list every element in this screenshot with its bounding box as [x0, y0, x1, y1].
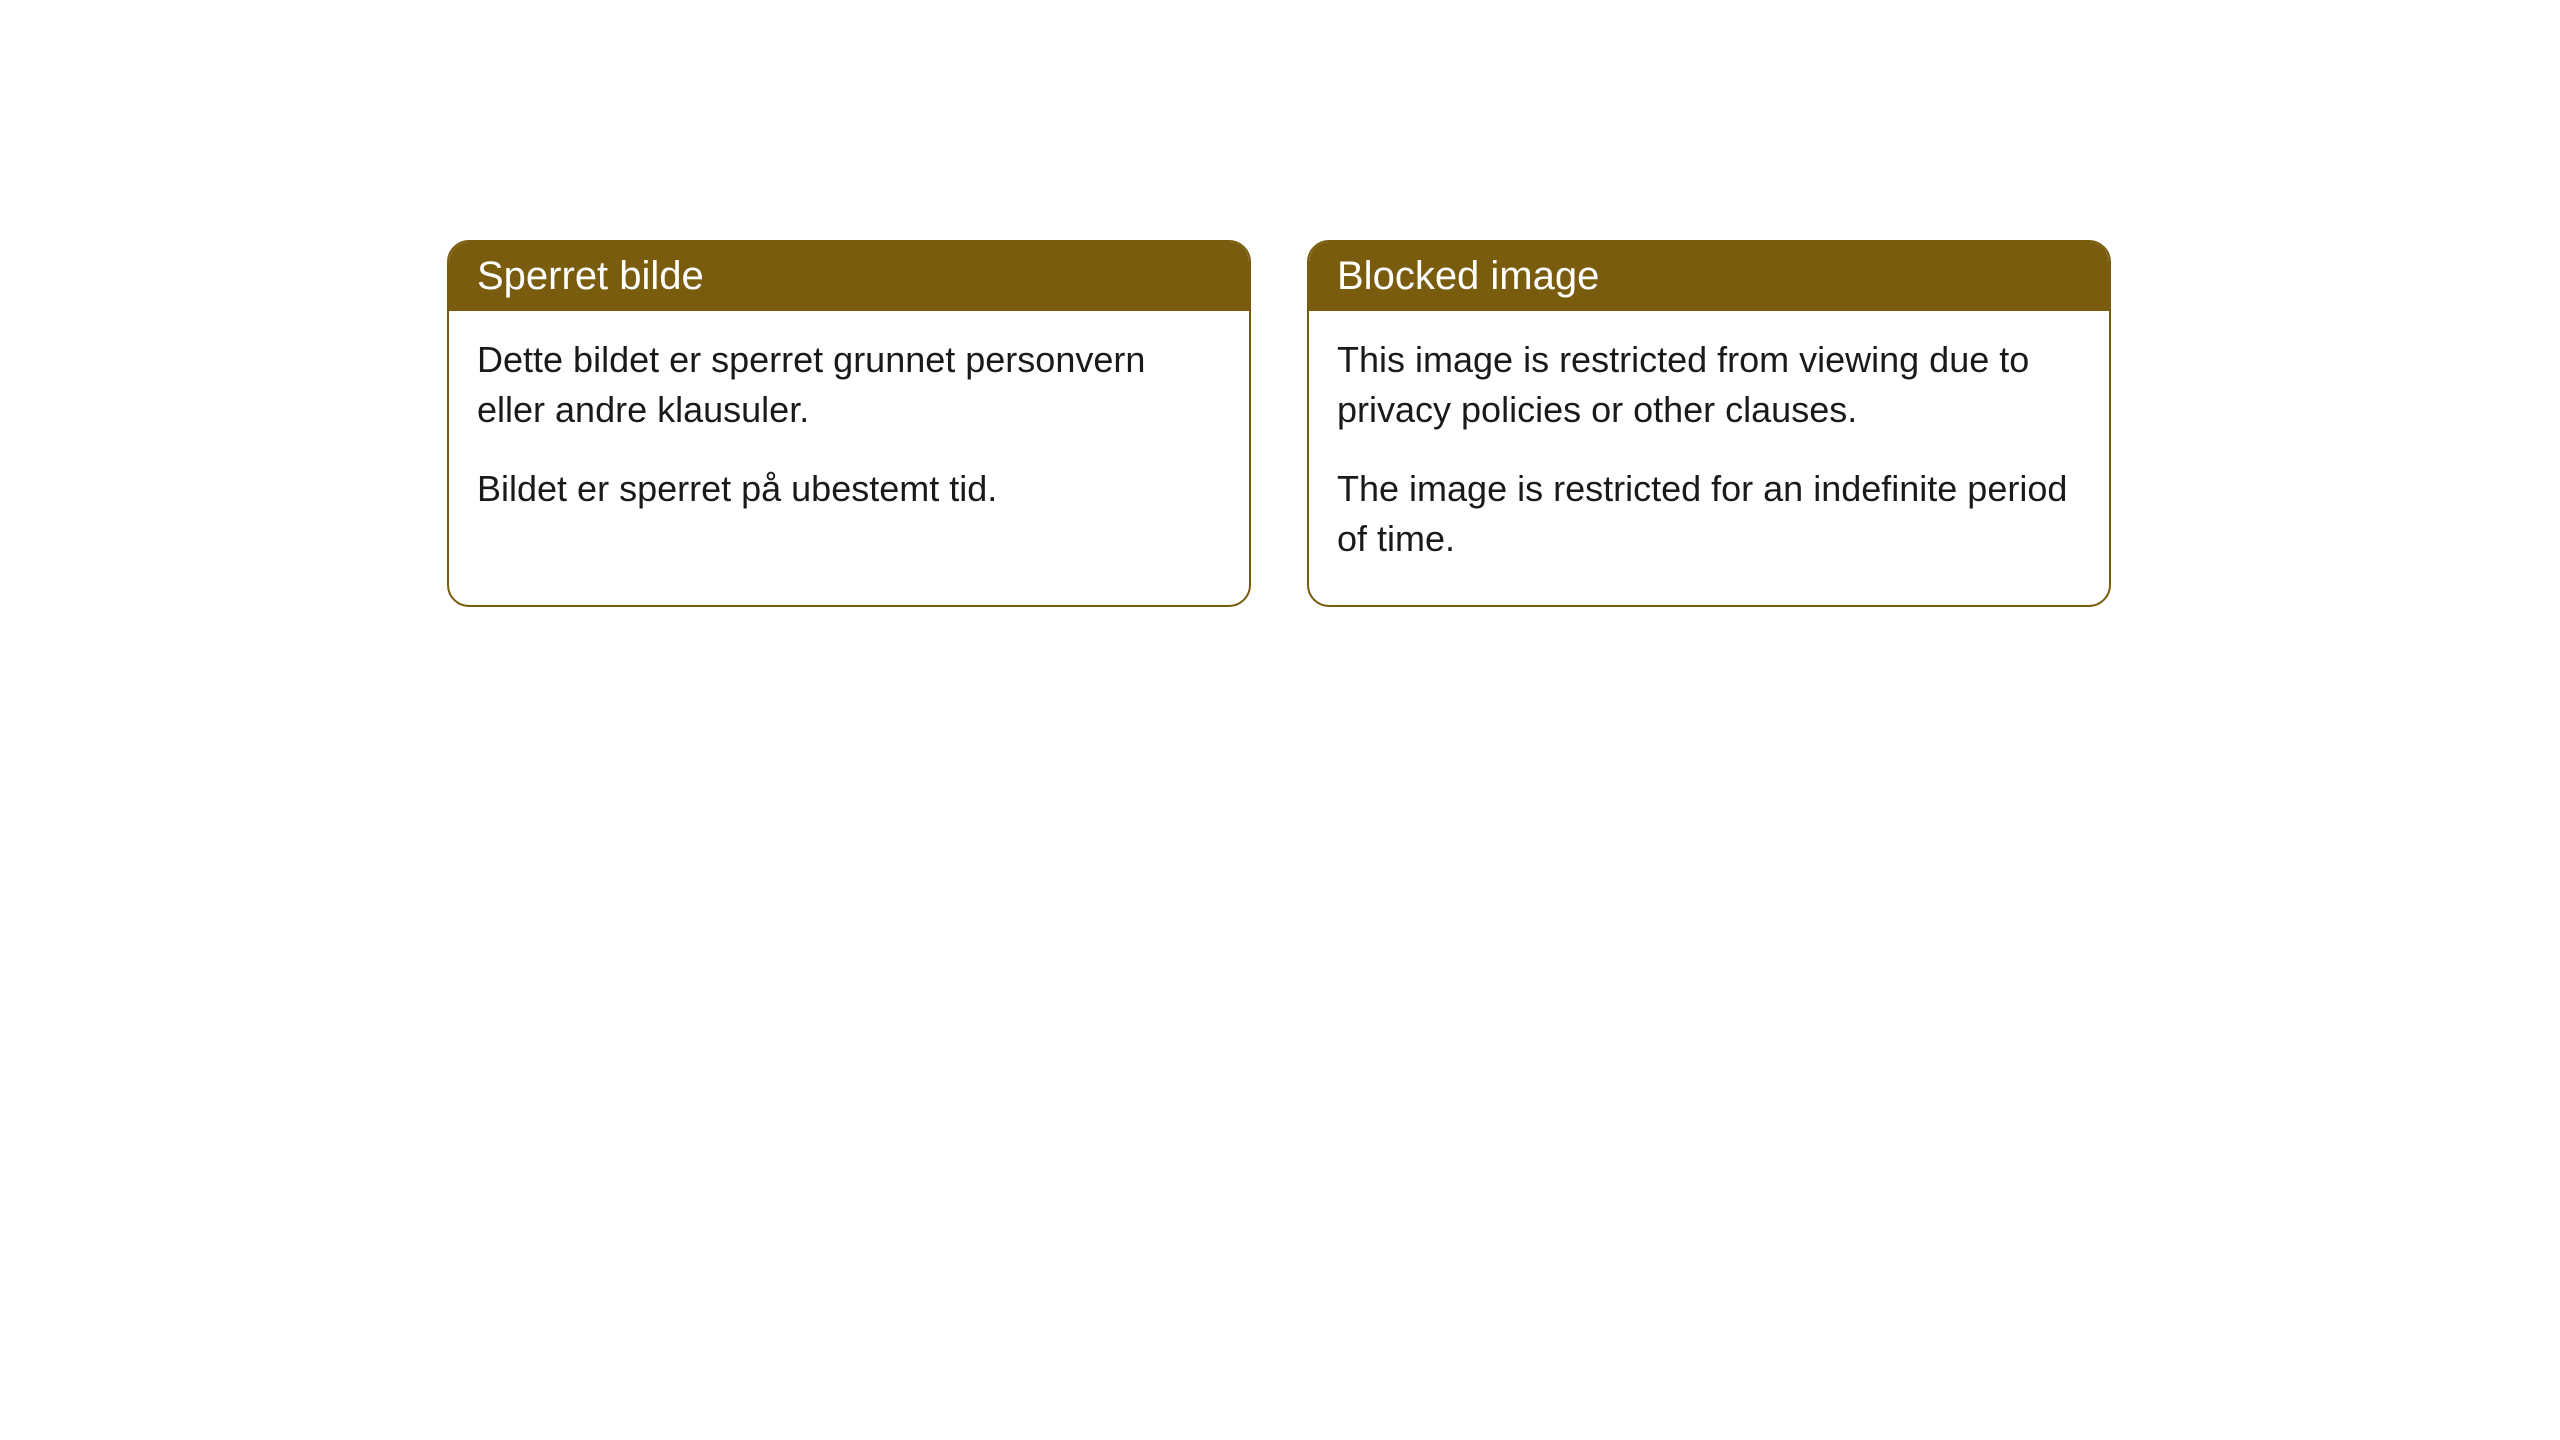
notice-card-norwegian: Sperret bilde Dette bildet er sperret gr…: [447, 240, 1251, 607]
card-body-english: This image is restricted from viewing du…: [1309, 311, 2109, 605]
card-paragraph: The image is restricted for an indefinit…: [1337, 464, 2081, 565]
card-title: Blocked image: [1337, 254, 1599, 298]
card-paragraph: Bildet er sperret på ubestemt tid.: [477, 464, 1221, 514]
notice-cards-container: Sperret bilde Dette bildet er sperret gr…: [0, 0, 2560, 607]
card-paragraph: This image is restricted from viewing du…: [1337, 335, 2081, 436]
card-header-english: Blocked image: [1309, 242, 2109, 311]
card-header-norwegian: Sperret bilde: [449, 242, 1249, 311]
card-paragraph: Dette bildet er sperret grunnet personve…: [477, 335, 1221, 436]
card-title: Sperret bilde: [477, 254, 704, 298]
card-body-norwegian: Dette bildet er sperret grunnet personve…: [449, 311, 1249, 554]
notice-card-english: Blocked image This image is restricted f…: [1307, 240, 2111, 607]
